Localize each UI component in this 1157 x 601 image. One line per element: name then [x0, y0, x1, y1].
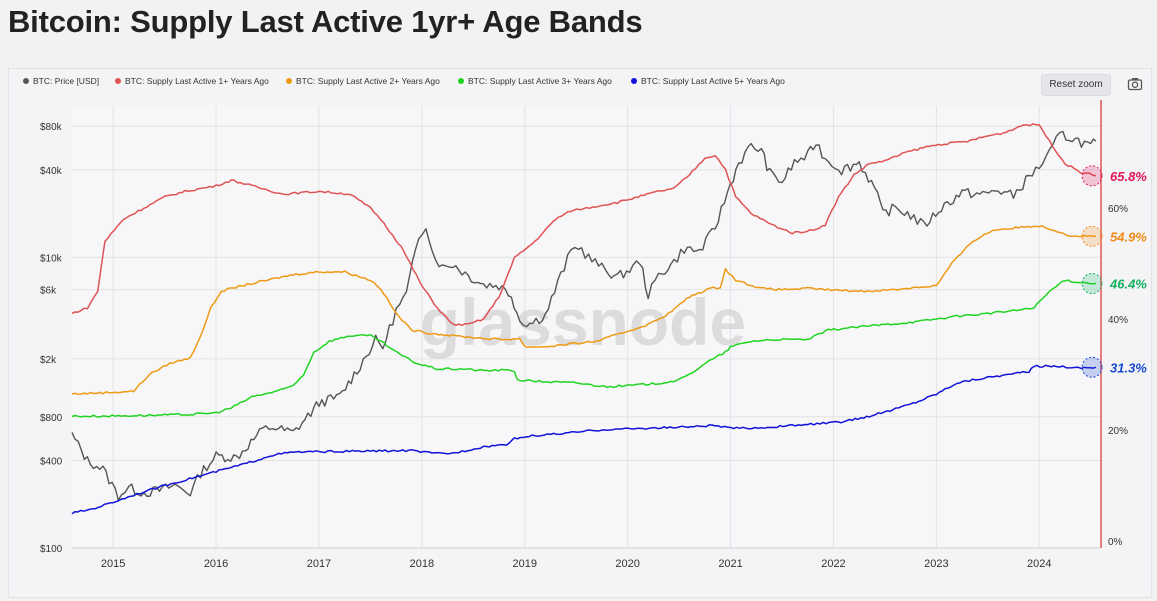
y-right-tick-label: 20%	[1108, 426, 1128, 437]
x-tick-label: 2021	[718, 558, 742, 570]
plot-area	[72, 106, 1101, 548]
legend-marker	[458, 78, 464, 84]
y-right-tick-label: 40%	[1108, 315, 1128, 326]
y-left-tick-label: $100	[40, 544, 63, 555]
legend-marker	[631, 78, 637, 84]
legend-marker	[115, 78, 121, 84]
y-left-tick-label: $80k	[40, 122, 63, 133]
legend-marker	[23, 78, 29, 84]
camera-icon[interactable]	[1127, 77, 1143, 91]
x-tick-label: 2015	[101, 558, 125, 570]
y-left-tick-label: $40k	[40, 166, 63, 177]
legend-item: BTC: Supply Last Active 5+ Years Ago	[641, 76, 785, 86]
y-left-tick-label: $800	[40, 413, 63, 424]
series-line	[71, 225, 1096, 395]
legend-item: BTC: Price [USD]	[33, 76, 99, 86]
y-right-tick-label: 0%	[1108, 537, 1123, 548]
x-tick-label: 2016	[204, 558, 228, 570]
x-tick-label: 2020	[615, 558, 639, 570]
x-tick-label: 2022	[821, 558, 845, 570]
series-line	[71, 130, 1097, 501]
series-end-marker	[1081, 165, 1103, 187]
series-end-marker	[1081, 272, 1103, 294]
series-line	[71, 279, 1096, 418]
series-line	[71, 123, 1097, 327]
y-right-tick-label: 60%	[1108, 204, 1128, 215]
y-left-tick-label: $2k	[40, 355, 57, 366]
legend-item: BTC: Supply Last Active 3+ Years Ago	[468, 76, 612, 86]
series-end-label: 31.3%	[1110, 360, 1147, 375]
reset-zoom-button[interactable]: Reset zoom	[1041, 74, 1111, 96]
series-end-label: 65.8%	[1110, 169, 1147, 184]
y-left-tick-label: $6k	[40, 286, 57, 297]
x-tick-label: 2018	[410, 558, 434, 570]
series-end-label: 54.9%	[1110, 229, 1147, 244]
legend-item: BTC: Supply Last Active 2+ Years Ago	[296, 76, 440, 86]
legend-item: BTC: Supply Last Active 1+ Years Ago	[125, 76, 269, 86]
x-tick-label: 2017	[307, 558, 331, 570]
y-left-tick-label: $10k	[40, 253, 63, 264]
x-tick-label: 2023	[924, 558, 948, 570]
x-tick-label: 2019	[513, 558, 537, 570]
x-tick-label: 2024	[1027, 558, 1051, 570]
watermark: glassnode	[420, 285, 746, 359]
page-title: Bitcoin: Supply Last Active 1yr+ Age Ban…	[8, 4, 643, 39]
legend-marker	[286, 78, 292, 84]
series-end-marker	[1081, 356, 1103, 378]
series-end-marker	[1081, 225, 1103, 247]
series-line	[71, 364, 1097, 515]
series-end-label: 46.4%	[1109, 276, 1147, 291]
y-left-tick-label: $400	[40, 457, 63, 468]
